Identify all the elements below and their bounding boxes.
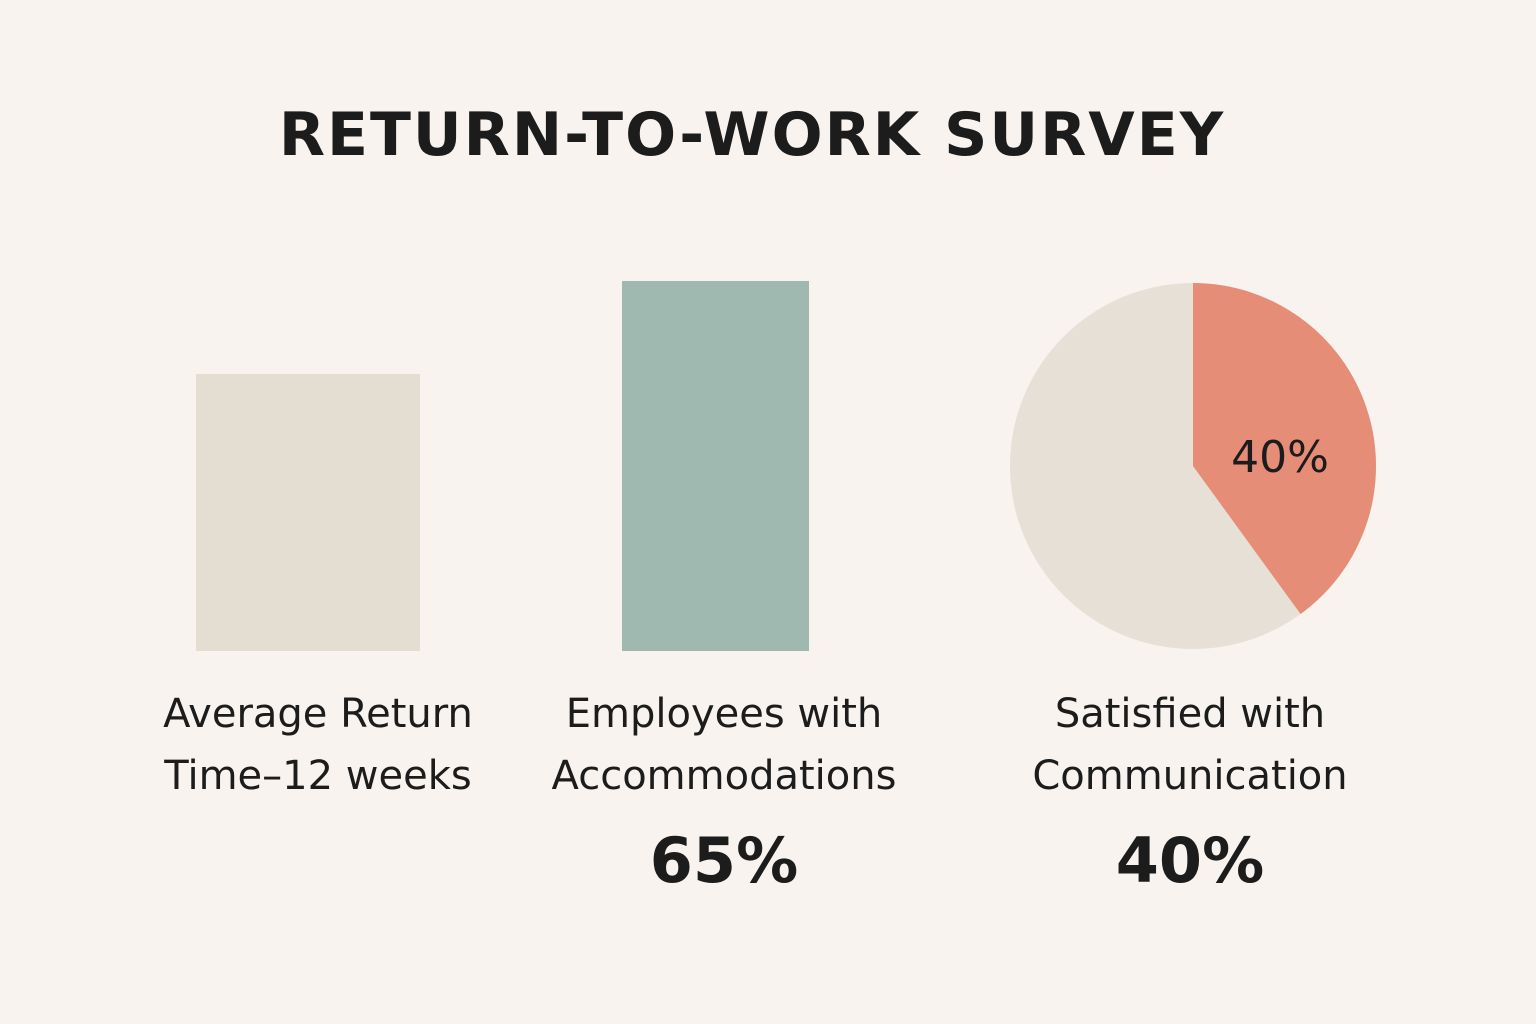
label-average-return-time: Average Return Time–12 weeks <box>138 683 498 807</box>
pie-slice-satisfied <box>1193 283 1376 615</box>
label-employees-with-accommodations: Employees with Accommodations <box>544 683 904 807</box>
bar-employees-with-accommodations <box>622 281 809 651</box>
pie-slice-label: 40% <box>1231 432 1329 483</box>
value-satisfied-with-communication: 40% <box>1115 824 1265 897</box>
label-line: Communication <box>1032 753 1348 799</box>
label-satisfied-with-communication: Satisfied with Communication <box>1010 683 1370 807</box>
label-line: Accommodations <box>551 753 897 799</box>
value-employees-with-accommodations: 65% <box>649 824 799 897</box>
label-line: Average Return <box>163 691 473 737</box>
pie-chart-satisfied: 40% <box>1010 283 1376 649</box>
label-line: Time–12 weeks <box>164 753 472 799</box>
chart-title: RETURN-TO-WORK SURVEY <box>278 100 1226 170</box>
label-line: Satisfied with <box>1054 691 1326 737</box>
label-line: Employees with <box>565 691 883 737</box>
bar-average-return-time <box>196 374 420 651</box>
